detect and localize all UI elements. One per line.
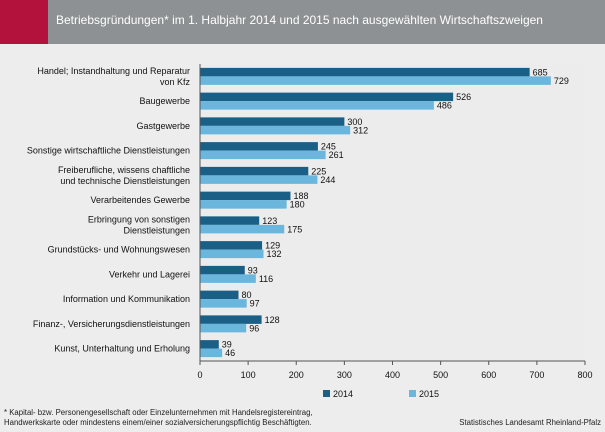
- bar-2014: [200, 315, 262, 324]
- data-label-2014: 300: [347, 117, 362, 127]
- data-label-2015: 97: [250, 299, 260, 309]
- category-label: Finanz-, Versicherungsdienstleistungen: [33, 319, 190, 329]
- bar-2014: [200, 117, 345, 126]
- x-tick-label: 500: [433, 370, 448, 380]
- bar-2014: [200, 340, 219, 349]
- bar-2014: [200, 67, 530, 77]
- bar-2015: [200, 249, 264, 259]
- bar-2014: [200, 92, 454, 102]
- x-tick-label: 100: [241, 370, 256, 380]
- legend-swatch-2015: [409, 390, 416, 397]
- footnote: * Kapital- bzw. Personengesellschaft ode…: [4, 408, 313, 427]
- x-tick-label: 400: [385, 370, 400, 380]
- data-label-2015: 46: [225, 348, 235, 358]
- chart-title: Betriebsgründungen* im 1. Halbjahr 2014 …: [56, 13, 543, 27]
- bar-2015: [200, 76, 551, 85]
- x-tick-label: 0: [197, 370, 202, 380]
- category-label: Erbringung von sonstigen Dienstleistungen: [88, 214, 190, 235]
- bar-2015: [200, 150, 326, 160]
- data-label-2014: 188: [293, 191, 308, 201]
- data-label-2015: 116: [259, 274, 273, 284]
- bar-2014: [200, 265, 245, 275]
- bar-2015: [200, 125, 351, 135]
- x-tick-label: 800: [577, 370, 592, 380]
- bar-2015: [200, 175, 318, 184]
- data-label-2014: 685: [533, 67, 548, 77]
- data-label-2014: 526: [456, 92, 471, 102]
- data-label-2014: 39: [222, 340, 232, 350]
- data-label-2015: 175: [287, 224, 302, 234]
- category-label: Verarbeitendes Gewerbe: [90, 195, 190, 205]
- data-label-2014: 245: [321, 142, 336, 152]
- category-label: Gastgewerbe: [136, 121, 190, 131]
- x-tick-label: 700: [529, 370, 544, 380]
- bar-2015: [200, 323, 247, 333]
- data-label-2015: 244: [320, 175, 335, 185]
- bar-2014: [200, 216, 260, 225]
- legend-swatch-2014: [323, 390, 330, 397]
- bar-chart: Handel; Instandhaltung und Reparatur von …: [27, 64, 593, 399]
- header-bar: [0, 0, 605, 44]
- category-label: Baugewerbe: [139, 96, 190, 106]
- bar-2015: [200, 299, 247, 308]
- data-label-2014: 128: [265, 315, 280, 325]
- bar-2015: [200, 274, 256, 283]
- category-label: Sonstige wirtschaftliche Dienstleistunge…: [27, 146, 190, 156]
- data-label-2014: 129: [265, 241, 280, 251]
- data-label-2014: 225: [311, 166, 326, 176]
- data-label-2015: 180: [290, 200, 305, 210]
- data-label-2014: 123: [262, 216, 277, 226]
- data-label-2015: 486: [437, 101, 452, 111]
- x-tick-label: 300: [337, 370, 352, 380]
- data-label-2015: 132: [267, 249, 282, 259]
- data-label-2015: 312: [353, 125, 368, 135]
- data-label-2014: 80: [242, 290, 252, 300]
- legend-label-2015: 2015: [419, 389, 439, 399]
- bar-2014: [200, 142, 318, 151]
- category-label: Verkehr und Lagerei: [109, 269, 190, 279]
- category-label: Kunst, Unterhaltung und Erholung: [54, 344, 190, 354]
- data-label-2015: 96: [249, 323, 259, 333]
- bar-2014: [200, 241, 263, 250]
- bar-2014: [200, 290, 239, 300]
- data-label-2015: 261: [329, 150, 344, 160]
- bar-2015: [200, 200, 287, 209]
- x-tick-label: 600: [481, 370, 496, 380]
- accent-block: [0, 0, 48, 44]
- legend-label-2014: 2014: [333, 389, 353, 399]
- plot-area: [200, 64, 585, 361]
- bar-2015: [200, 224, 285, 234]
- data-label-2014: 93: [248, 265, 258, 275]
- data-label-2015: 729: [554, 76, 569, 86]
- source-note: Statistisches Landesamt Rheinland-Pfalz: [459, 418, 601, 427]
- bar-2015: [200, 101, 434, 110]
- category-label: Information und Kommunikation: [63, 294, 190, 304]
- bar-2015: [200, 348, 223, 358]
- x-tick-label: 200: [289, 370, 304, 380]
- category-label: Handel; Instandhaltung und Reparatur von …: [37, 66, 190, 87]
- bar-2014: [200, 191, 291, 201]
- category-label: Grundstücks- und Wohnungswesen: [48, 245, 190, 255]
- bar-2014: [200, 166, 309, 176]
- category-label: Freiberufliche, wissens chaftliche und te…: [58, 165, 190, 186]
